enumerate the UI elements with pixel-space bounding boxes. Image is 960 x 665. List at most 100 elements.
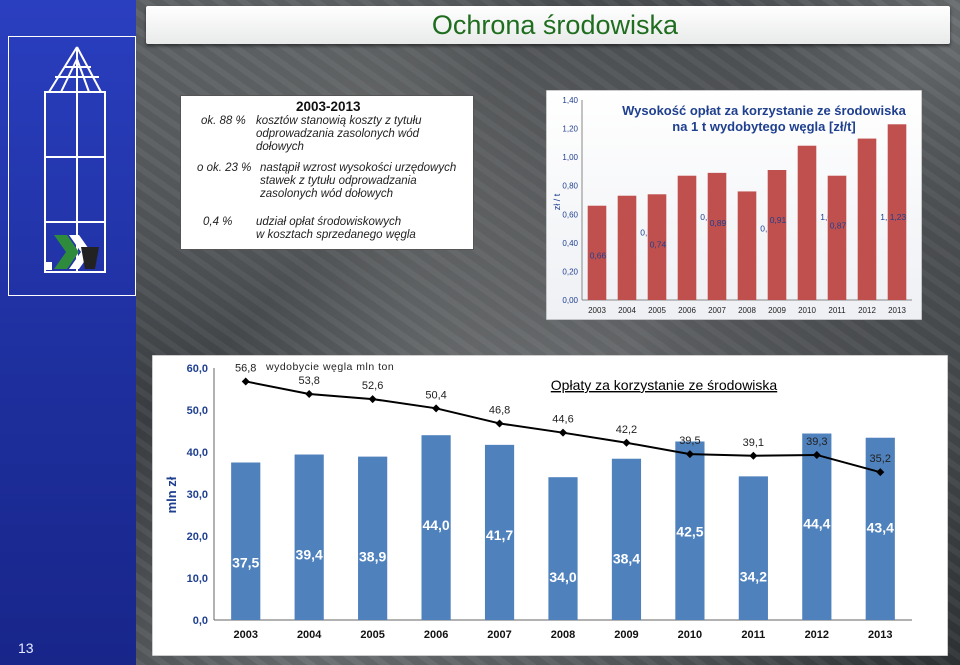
chart2-xtick-label: 2008 [551, 629, 575, 641]
logo-frame [8, 36, 136, 296]
chart2-line-value-label: 39,5 [679, 435, 700, 447]
chart2-xtick-label: 2006 [424, 629, 448, 641]
chart2-ytick-label: 0,0 [193, 615, 208, 627]
chart1-title-line1: Wysokość opłat za korzystanie ze środowi… [622, 103, 906, 118]
info-row1-line3: dołowych [256, 141, 304, 153]
left-sidebar: 13 [0, 0, 136, 665]
chart1-xtick-label: 2005 [648, 306, 666, 315]
chart2-xtick-label: 2010 [678, 629, 702, 641]
chart1-value-label: 1,23 [890, 212, 907, 222]
chart1-value-label: 0,87 [830, 221, 847, 231]
info-box-header: 2003-2013 [296, 99, 361, 114]
info-row1-value: ok. 88 % [201, 115, 246, 127]
chart1-value-label: 0,89 [710, 218, 727, 228]
chart1-ytick-label: 0,40 [562, 239, 578, 248]
chart2-line-point [622, 438, 631, 447]
chart2-line-point [876, 468, 885, 477]
chart2-bar-value-label: 44,4 [803, 516, 830, 532]
chart2-ytick-label: 40,0 [187, 447, 208, 459]
chart2-bar-value-label: 43,4 [867, 520, 894, 536]
page-number: 13 [18, 640, 34, 656]
chart2-bar [484, 444, 515, 620]
chart1-xtick-label: 2004 [618, 306, 636, 315]
chart1-xtick-label: 2008 [738, 306, 756, 315]
chart1-ytick-label: 0,80 [562, 182, 578, 191]
chart2-xtick-label: 2005 [360, 629, 384, 641]
chart1-ytick-label: 0,20 [562, 267, 578, 276]
chart2-bar-value-label: 41,7 [486, 527, 513, 543]
chart2-line-point [812, 450, 821, 459]
chart1-value-label: 0,74 [650, 239, 667, 249]
chart1-ytick-label: 1,20 [562, 125, 578, 134]
fee-per-ton-chart: zł / t Wysokość opłat za korzystanie ze … [546, 90, 922, 320]
chart1-bar [857, 138, 877, 300]
chart1-title-line2: na 1 t wydobytego węgla [zł/t] [672, 119, 855, 134]
chart1-bar [797, 145, 817, 300]
chart2-line-value-label: 42,2 [616, 424, 637, 436]
chart2-bar [865, 437, 895, 620]
company-logo-icon [54, 235, 99, 269]
chart1-xtick-label: 2003 [588, 306, 606, 315]
chart2-line-value-label: 56,8 [235, 362, 256, 374]
info-row1-line1: kosztów stanowią koszty z tytułu [256, 115, 422, 127]
chart2-line-value-label: 46,8 [489, 404, 510, 416]
chart1-bar [827, 175, 847, 300]
chart2-line-value-label: 50,4 [425, 389, 446, 401]
info-row2-line2: stawek z tytułu odprowadzania [260, 175, 417, 187]
chart2-line-point [749, 451, 758, 460]
chart2-xtick-label: 2003 [233, 629, 257, 641]
info-row3-line2: w kosztach sprzedanego węgla [256, 229, 416, 241]
info-row1-line2: odprowadzania zasolonych wód [256, 128, 420, 140]
chart1-bar [617, 195, 637, 300]
chart2-bar [802, 433, 832, 620]
chart2-ytick-label: 60,0 [187, 363, 208, 375]
chart1-xtick-label: 2009 [768, 306, 786, 315]
chart2-ytick-label: 10,0 [187, 573, 208, 585]
chart2-xtick-label: 2009 [614, 629, 638, 641]
chart2-line-point [368, 395, 377, 404]
chart1-bar [677, 175, 697, 300]
chart2-ytick-label: 20,0 [187, 531, 208, 543]
chart2-line-value-label: 44,6 [552, 414, 573, 426]
chart1-bar [887, 124, 907, 301]
chart2-bar [358, 456, 388, 620]
chart1-xtick-label: 2013 [888, 306, 906, 315]
chart2-xtick-label: 2012 [805, 629, 829, 641]
chart2-xtick-label: 2004 [297, 629, 322, 641]
chart1-ylabel: zł / t [552, 193, 562, 210]
chart2-xtick-label: 2011 [741, 629, 765, 641]
chart2-bar [738, 476, 768, 620]
chart2-line-point [559, 428, 567, 437]
chart2-line-legend: wydobycie węgla mln ton [265, 361, 394, 373]
chart1-bar [737, 191, 757, 300]
chart2-line-value-label: 52,6 [362, 380, 383, 392]
chart2-bar [294, 454, 324, 620]
chart2-line-point [432, 404, 441, 413]
chart2-bar [231, 462, 261, 620]
info-row3-value: 0,4 % [203, 216, 233, 228]
chart1-bar [647, 194, 667, 300]
chart2-line-value-label: 35,2 [870, 453, 891, 465]
chart2-bar-value-label: 34,2 [740, 568, 767, 584]
chart1-value-label: 0,66 [590, 251, 607, 261]
chart2-ytick-label: 50,0 [187, 405, 208, 417]
chart2-bar [548, 477, 578, 620]
chart2-bar-value-label: 38,4 [613, 551, 640, 567]
chart1-xtick-label: 2012 [858, 306, 876, 315]
mine-shaft-logo-icon [44, 46, 106, 273]
chart1-ytick-label: 1,00 [562, 153, 578, 162]
chart2-line-point [495, 419, 504, 428]
chart2-line-value-label: 39,1 [743, 437, 764, 449]
chart2-line-point [685, 450, 694, 459]
info-row2-line1: nastąpił wzrost wysokości urzędowych [260, 162, 457, 174]
environmental-fees-chart: mln zł Opłaty za korzystanie ze środowis… [152, 355, 948, 656]
chart2-bar-value-label: 42,5 [676, 524, 703, 540]
chart1-xtick-label: 2006 [678, 306, 696, 315]
chart2-bar-value-label: 44,0 [422, 517, 449, 533]
chart1-xtick-label: 2010 [798, 306, 816, 315]
chart1-ytick-label: 0,60 [562, 210, 578, 219]
chart2-line-value-label: 53,8 [298, 375, 319, 387]
chart1-xtick-label: 2007 [708, 306, 726, 315]
chart1-xtick-label: 2011 [828, 306, 846, 315]
chart1-ytick-label: 1,40 [562, 96, 578, 105]
